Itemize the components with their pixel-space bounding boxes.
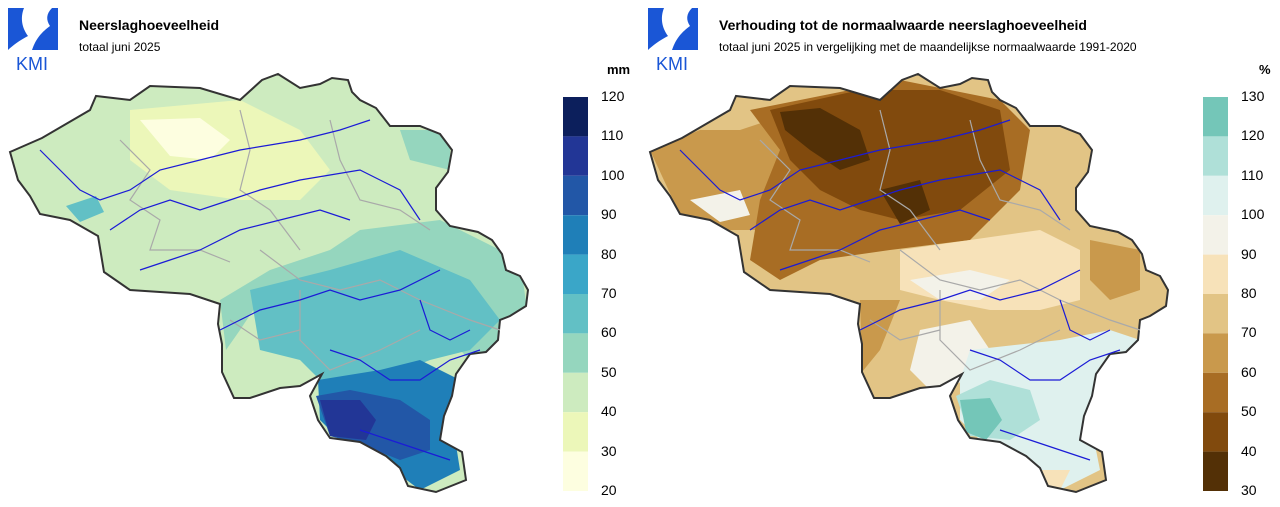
legend-tick-label: 90 xyxy=(1241,245,1257,262)
legend-swatch xyxy=(1203,294,1228,334)
belgium-ratio-map xyxy=(648,72,1170,494)
legend-swatch xyxy=(1203,215,1228,255)
ratio-panel: KMI Verhouding tot de normaalwaarde neer… xyxy=(640,0,1280,507)
map-title: Verhouding tot de normaalwaarde neerslag… xyxy=(719,17,1087,33)
legend-tick-label: 30 xyxy=(1241,482,1257,498)
legend-swatch xyxy=(1203,451,1228,491)
zone-mint-ne xyxy=(400,130,450,170)
ratio-legend xyxy=(1203,97,1228,491)
legend-tick-label: 90 xyxy=(601,206,617,223)
legend-swatch xyxy=(563,294,588,334)
zone-mid xyxy=(250,250,500,380)
legend-tick-label: 120 xyxy=(1241,127,1265,144)
legend-swatch xyxy=(1203,333,1228,373)
precipitation-legend xyxy=(563,97,588,491)
rivers xyxy=(679,119,1121,461)
zone-ne xyxy=(1030,120,1080,170)
legend-tick-label: 40 xyxy=(601,403,617,420)
legend-swatch xyxy=(1203,372,1228,413)
legend-tick-label: 120 xyxy=(601,88,625,104)
legend-swatch xyxy=(1203,175,1228,216)
legend-unit: mm xyxy=(607,62,631,77)
svg-text:KMI: KMI xyxy=(656,54,688,72)
legend-tick-label: 60 xyxy=(1241,363,1257,380)
map-subtitle: totaal juni 2025 xyxy=(79,40,161,54)
legend-swatch xyxy=(563,215,588,255)
legend-tick-label: 110 xyxy=(1241,166,1264,183)
zone-tan-hainaut xyxy=(860,300,900,372)
country-border xyxy=(8,72,530,494)
map-title: Neerslaghoeveelheid xyxy=(79,17,220,33)
legend-tick-label: 80 xyxy=(1241,285,1257,301)
legend-tick-label: 100 xyxy=(601,166,625,183)
legend-swatch xyxy=(563,97,588,137)
legend-tick-label: 70 xyxy=(1241,324,1257,341)
legend-unit: % xyxy=(1259,62,1271,77)
map-subtitle: totaal juni 2025 in vergelijking met de … xyxy=(719,40,1137,54)
country-border xyxy=(648,72,1170,494)
kmi-logo: KMI xyxy=(6,6,58,72)
legend-swatch xyxy=(563,412,588,452)
legend-tick-label: 20 xyxy=(601,482,617,498)
legend-tick-label: 100 xyxy=(1241,206,1265,223)
zone-darkest xyxy=(780,108,870,170)
precipitation-panel: KMI Neerslaghoeveelheid totaal juni 2025… xyxy=(6,6,631,498)
zone-darkest-2 xyxy=(880,180,930,224)
legend-swatch xyxy=(1203,136,1228,176)
legend-tick-label: 80 xyxy=(601,245,617,262)
legend-tick-label: 50 xyxy=(1241,403,1257,420)
legend-tick-label: 110 xyxy=(601,127,624,144)
zone-teal xyxy=(960,398,1002,440)
legend-swatch xyxy=(563,175,588,216)
rivers xyxy=(39,119,481,461)
belgium-precipitation-map xyxy=(8,72,530,494)
legend-tick-label: 30 xyxy=(601,442,617,459)
legend-tick-label: 130 xyxy=(1241,88,1265,104)
legend-swatch xyxy=(1203,412,1228,452)
legend-swatch xyxy=(1203,97,1228,137)
legend-swatch xyxy=(563,451,588,491)
legend-tick-label: 60 xyxy=(601,324,617,341)
zone-deep xyxy=(320,400,376,440)
legend-swatch xyxy=(563,136,588,176)
kmi-logo: KMI xyxy=(648,8,698,72)
zone-tan-east xyxy=(1090,240,1140,300)
zone-light xyxy=(140,118,230,160)
province-boundaries xyxy=(759,109,1141,371)
legend-swatch xyxy=(563,333,588,373)
zone-west xyxy=(66,196,104,222)
zone-tan-west xyxy=(650,120,790,230)
svg-text:KMI: KMI xyxy=(16,54,48,72)
legend-tick-label: 70 xyxy=(601,285,617,301)
legend-swatch xyxy=(563,372,588,413)
legend-swatch xyxy=(563,254,588,294)
legend-tick-label: 40 xyxy=(1241,442,1257,459)
legend-tick-label: 50 xyxy=(601,363,617,380)
legend-swatch xyxy=(1203,254,1228,294)
